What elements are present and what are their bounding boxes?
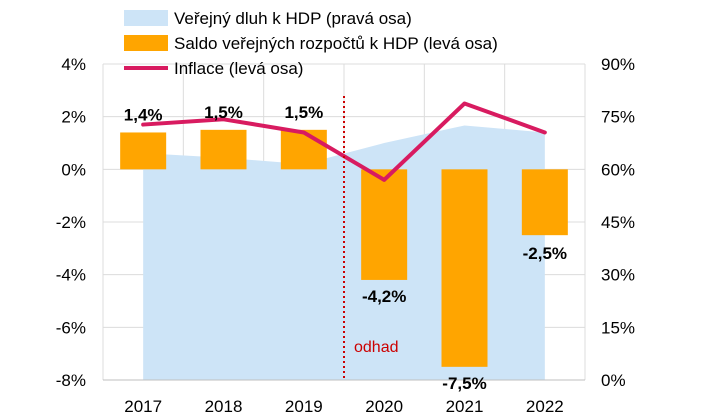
y-right-tick-label: 15%: [601, 318, 635, 337]
legend: Veřejný dluh k HDP (pravá osa) Saldo veře…: [124, 9, 498, 78]
balance-bar: [120, 132, 167, 170]
balance-bars-layer: [120, 129, 568, 367]
bar-data-label: 1,4%: [124, 105, 163, 124]
y-right-tick-label: 60%: [601, 160, 635, 179]
data-labels: 1,4% 1,5% 1,5% -4,2% -7,5% -2,5%: [124, 103, 567, 393]
y-left-tick-label: -6%: [56, 318, 86, 337]
y-right-tick-label: 0%: [601, 371, 626, 390]
balance-bar: [361, 169, 408, 280]
balance-bar: [441, 169, 488, 367]
balance-bar: [280, 129, 327, 170]
y-left-tick-label: 4%: [61, 55, 86, 74]
axes: 2017 2018 2019 2020 2021 2022 -8% -6% -4% -2% 0% 2%…: [56, 55, 635, 416]
legend-swatch: [124, 10, 168, 26]
x-tick-label: 2017: [124, 397, 162, 416]
bar-data-label: -4,2%: [362, 287, 406, 306]
x-tick-label: 2020: [365, 397, 403, 416]
forecast-divider: odhad: [343, 96, 399, 380]
bar-data-label: 1,5%: [284, 103, 323, 122]
x-tick-label: 2021: [446, 397, 484, 416]
y-right-tick-label: 30%: [601, 266, 635, 285]
x-tick-label: 2022: [526, 397, 564, 416]
y-right-tick-label: 90%: [601, 55, 635, 74]
legend-swatch: [124, 35, 168, 51]
legend-label: Veřejný dluh k HDP (pravá osa): [174, 9, 412, 28]
bar-data-label: -2,5%: [523, 244, 567, 263]
bar-data-label: -7,5%: [442, 374, 486, 393]
legend-label: Saldo veřejných rozpočtů k HDP (levá osa…: [174, 34, 498, 53]
y-left-tick-label: -4%: [56, 266, 86, 285]
y-left-tick-label: 0%: [61, 160, 86, 179]
balance-bar: [200, 129, 247, 170]
forecast-label: odhad: [354, 339, 399, 356]
y-left-tick-label: -2%: [56, 213, 86, 232]
bar-data-label: 1,5%: [204, 103, 243, 122]
y-right-tick-label: 45%: [601, 213, 635, 232]
x-tick-label: 2019: [285, 397, 323, 416]
x-tick-label: 2018: [205, 397, 243, 416]
legend-label: Inflace (levá osa): [174, 59, 303, 78]
y-left-tick-label: 2%: [61, 108, 86, 127]
y-right-tick-label: 75%: [601, 108, 635, 127]
y-left-tick-label: -8%: [56, 371, 86, 390]
balance-bar: [521, 169, 568, 236]
